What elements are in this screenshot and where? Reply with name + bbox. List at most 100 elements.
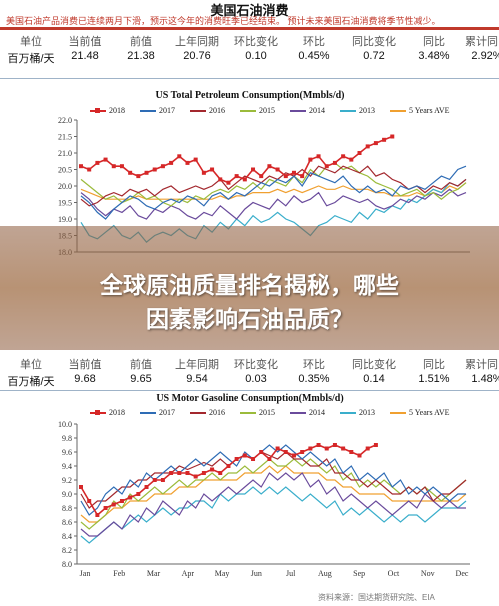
- series-point-2018: [291, 453, 296, 458]
- legend-swatch: [190, 412, 206, 415]
- series-point-2018: [218, 471, 223, 475]
- stats-value-cell: 20.76: [183, 50, 211, 62]
- legend-item: 2018: [90, 408, 125, 417]
- series-point-2018: [152, 167, 157, 172]
- series-point-2018: [275, 446, 280, 451]
- series-point-2018: [87, 499, 92, 503]
- legend-item: 2015: [240, 106, 275, 115]
- series-point-2018: [210, 467, 215, 472]
- series-point-2018: [226, 180, 231, 185]
- series-point-2018: [373, 443, 378, 447]
- series-point-2018: [234, 457, 239, 461]
- series-point-2018: [283, 174, 288, 179]
- series-point-2018: [79, 485, 83, 489]
- stats-value-cell: 1.51%: [418, 373, 450, 385]
- y-tick-label: 9.0: [62, 490, 72, 499]
- x-tick-label: Apr: [182, 569, 195, 578]
- stats-header-cell: 环比: [303, 359, 325, 371]
- series-point-2018: [332, 443, 337, 447]
- series-point-2018: [111, 164, 116, 169]
- stats-header-cell: 累计同比: [465, 359, 499, 371]
- divider: [0, 78, 499, 79]
- y-tick-label: 9.2: [62, 476, 72, 485]
- series-point-2018: [210, 167, 215, 172]
- stats-value-cell: 1.48%: [471, 373, 499, 385]
- x-tick-label: Sep: [353, 569, 365, 578]
- stats-value-cell: 0.03: [245, 373, 267, 385]
- headline-banner: [0, 226, 499, 350]
- legend-swatch: [240, 412, 256, 415]
- series-point-2018: [316, 154, 321, 159]
- y-tick-label: 9.6: [62, 448, 72, 457]
- series-line-2016: [80, 451, 467, 509]
- legend-label: 2015: [259, 106, 275, 115]
- legend-label: 5 Years AVE: [409, 106, 450, 115]
- series-line-2015: [80, 162, 467, 207]
- y-tick-label: 10.0: [58, 420, 72, 429]
- legend-label: 2017: [159, 408, 175, 417]
- x-tick-label: Oct: [388, 569, 400, 578]
- series-point-2018: [103, 506, 108, 510]
- y-tick-label: 9.8: [62, 434, 72, 443]
- series-point-2018: [201, 471, 206, 475]
- series-point-2018: [251, 457, 256, 461]
- headline-line-1: 全球原油质量排名揭秘，哪些: [100, 272, 399, 298]
- series-point-2018: [259, 174, 264, 179]
- legend-swatch: [240, 110, 256, 113]
- page-title: 美国石油消费: [210, 3, 289, 18]
- legend-item: 2013: [340, 408, 375, 417]
- legend-swatch: [140, 110, 156, 113]
- legend-swatch: [90, 108, 106, 114]
- series-point-2018: [152, 478, 157, 482]
- stats-value-cell: 9.68: [74, 373, 96, 385]
- series-point-2018: [87, 167, 92, 172]
- series-point-2018: [144, 170, 149, 175]
- legend-item: 2017: [140, 106, 175, 115]
- stats-value-cell: 3.48%: [418, 50, 450, 62]
- series-point-2018: [357, 453, 362, 458]
- series-point-2018: [373, 141, 378, 146]
- y-tick-label: 8.4: [62, 532, 72, 541]
- legend-item: 2016: [190, 408, 225, 417]
- stats-header-cell: 同比变化: [352, 36, 396, 48]
- series-point-2018: [242, 177, 247, 182]
- y-tick-label: 22.0: [58, 116, 72, 125]
- series-point-2018: [308, 157, 313, 162]
- legend-swatch: [390, 110, 406, 113]
- series-point-2018: [160, 478, 165, 482]
- series-point-2018: [349, 157, 354, 162]
- legend-swatch: [90, 410, 106, 416]
- stats-value-cell: 0.14: [363, 373, 385, 385]
- stats-header-cell: 环比变化: [234, 359, 278, 371]
- stats-value-cell: 2.92%: [471, 50, 499, 62]
- series-point-2018: [242, 453, 247, 458]
- series-point-2018: [218, 177, 223, 182]
- series-point-2018: [201, 170, 206, 175]
- y-tick-label: 19.5: [58, 199, 72, 208]
- legend-label: 2015: [259, 408, 275, 417]
- series-point-2018: [259, 450, 264, 454]
- stats-header-cell: 单位: [20, 36, 42, 48]
- series-point-2018: [193, 157, 198, 162]
- x-tick-label: Jul: [286, 569, 296, 578]
- x-tick-label: Jun: [251, 569, 262, 578]
- stats-header-row: 单位 当前值 前值 上年同期 环比变化 环比 同比变化 同比 累计同比: [0, 356, 499, 373]
- series-point-2018: [160, 164, 165, 169]
- x-tick-label: Feb: [113, 569, 125, 578]
- stats-value-cell: 0.10: [245, 50, 267, 62]
- stats-header-cell: 当前值: [68, 359, 102, 371]
- series-point-2018: [349, 450, 354, 454]
- legend-item: 2014: [290, 106, 325, 115]
- source-note: 资料来源：国达期货研究院、EIA: [318, 593, 435, 602]
- series-point-2018: [291, 170, 296, 175]
- series-point-2018: [119, 164, 124, 169]
- legend-label: 2013: [359, 408, 375, 417]
- legend-swatch: [340, 110, 356, 113]
- series-point-2018: [128, 495, 133, 500]
- y-tick-label: 21.0: [58, 149, 72, 158]
- legend-label: 2014: [309, 408, 325, 417]
- series-point-2018: [169, 471, 174, 475]
- chart-gasoline: 8.0 8.2 8.4 8.6 8.8 9.0 9.2 9.4 9.6 9.8 10.0 Jan Feb…: [58, 420, 470, 578]
- legend-label: 2017: [159, 106, 175, 115]
- series-point-2018: [177, 154, 182, 159]
